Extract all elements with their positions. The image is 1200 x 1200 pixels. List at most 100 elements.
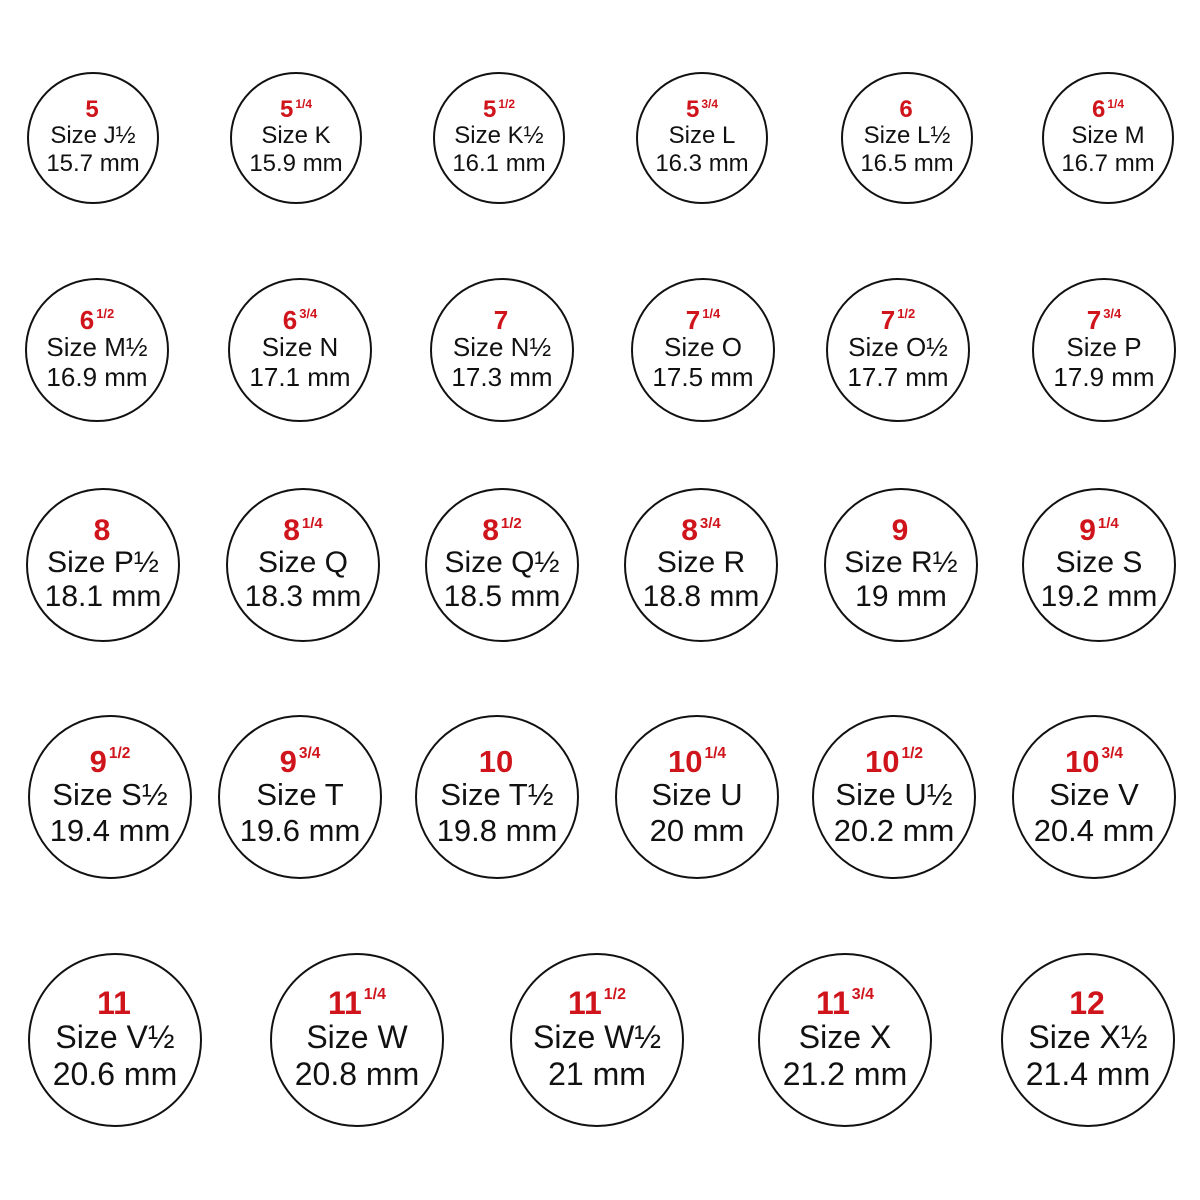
ring-size-circle: 6 1/2 Size M½ 16.9 mm (25, 278, 169, 422)
diameter-mm: 18.5 mm (443, 580, 561, 613)
diameter-mm: 19.2 mm (1040, 580, 1158, 613)
us-size: 5 3/4 (685, 96, 719, 124)
uk-size: Size R½ (844, 545, 958, 579)
uk-size: Size M½ (46, 332, 148, 363)
us-size: 5 (85, 96, 99, 124)
us-size: 8 3/4 (681, 513, 721, 547)
ring-size-circle: 9 1/2 Size S½ 19.4 mm (28, 715, 192, 879)
ring-size-circle: 10 3/4 Size V 20.4 mm (1012, 715, 1176, 879)
diameter-mm: 17.7 mm (847, 362, 949, 392)
us-size-fraction: 1/4 (702, 306, 721, 322)
us-size: 5 1/2 (482, 96, 516, 124)
uk-size: Size S½ (52, 776, 168, 812)
uk-size: Size V (1049, 776, 1139, 812)
ring-size-circle: 10 1/2 Size U½ 20.2 mm (812, 715, 976, 879)
ring-size-circle: 10 1/4 Size U 20 mm (615, 715, 779, 879)
uk-size: Size V½ (55, 1019, 175, 1056)
ring-size-circle: 7 3/4 Size P 17.9 mm (1032, 278, 1176, 422)
diameter-mm: 19.4 mm (49, 812, 171, 848)
ring-size-circle: 8 1/4 Size Q 18.3 mm (226, 488, 380, 642)
ring-size-circle: 7 1/4 Size O 17.5 mm (631, 278, 775, 422)
uk-size: Size X (798, 1019, 892, 1056)
ring-size-circle: 5 1/2 Size K½ 16.1 mm (433, 72, 565, 204)
ring-size-circle: 6 Size L½ 16.5 mm (841, 72, 973, 204)
us-size-fraction: 1/4 (295, 97, 313, 112)
us-size-fraction: 3/4 (851, 986, 875, 1004)
uk-size: Size P½ (47, 545, 159, 579)
us-size: 11 1/2 (567, 985, 627, 1022)
ring-size-circle: 11 Size V½ 20.6 mm (28, 953, 202, 1127)
us-size: 12 (1069, 985, 1105, 1022)
us-size: 9 1/2 (89, 743, 131, 779)
ring-size-circle: 7 1/2 Size O½ 17.7 mm (826, 278, 970, 422)
diameter-mm: 17.3 mm (451, 362, 553, 392)
ring-size-circle: 11 1/4 Size W 20.8 mm (270, 953, 444, 1127)
uk-size: Size U (651, 776, 743, 812)
us-size-fraction: 3/4 (1103, 306, 1122, 322)
us-size-fraction: 1/4 (363, 986, 387, 1004)
ring-size-circle: 11 1/2 Size W½ 21 mm (510, 953, 684, 1127)
uk-size: Size N (261, 332, 339, 363)
uk-size: Size K (261, 122, 331, 150)
us-size-fraction: 3/4 (1101, 744, 1124, 762)
us-size-fraction: 1/4 (704, 744, 727, 762)
us-size: 8 1/4 (283, 513, 323, 547)
ring-size-circle: 5 3/4 Size L 16.3 mm (636, 72, 768, 204)
us-size: 6 1/4 (1091, 96, 1125, 124)
us-size: 11 1/4 (327, 985, 387, 1022)
uk-size: Size M (1071, 122, 1145, 150)
us-size: 11 3/4 (815, 985, 875, 1022)
diameter-mm: 20 mm (649, 812, 745, 848)
us-size: 7 3/4 (1086, 305, 1122, 336)
diameter-mm: 20.6 mm (52, 1056, 178, 1092)
diameter-mm: 19 mm (855, 580, 947, 613)
ring-size-circle: 9 Size R½ 19 mm (824, 488, 978, 642)
diameter-mm: 18.3 mm (244, 580, 362, 613)
uk-size: Size Q½ (444, 545, 560, 579)
diameter-mm: 19.8 mm (436, 812, 558, 848)
us-size-fraction: 1/4 (301, 514, 323, 532)
uk-size: Size S (1055, 545, 1143, 579)
ring-size-circle: 10 Size T½ 19.8 mm (415, 715, 579, 879)
uk-size: Size R (656, 545, 746, 579)
uk-size: Size O½ (848, 332, 948, 363)
ring-size-circle: 5 1/4 Size K 15.9 mm (230, 72, 362, 204)
us-size-fraction: 1/4 (1097, 514, 1119, 532)
us-size: 7 (493, 305, 509, 336)
us-size-fraction: 1/2 (603, 986, 627, 1004)
us-size: 7 1/2 (880, 305, 916, 336)
us-size: 7 1/4 (685, 305, 721, 336)
diameter-mm: 16.7 mm (1061, 150, 1155, 177)
diameter-mm: 18.8 mm (642, 580, 760, 613)
ring-size-circle: 12 Size X½ 21.4 mm (1001, 953, 1175, 1127)
uk-size: Size U½ (835, 776, 953, 812)
us-size: 11 (97, 985, 131, 1022)
uk-size: Size N½ (452, 332, 552, 363)
uk-size: Size W½ (532, 1019, 662, 1056)
us-size-fraction: 3/4 (298, 744, 321, 762)
diameter-mm: 20.4 mm (1033, 812, 1155, 848)
diameter-mm: 15.9 mm (249, 150, 343, 177)
ring-size-circle: 8 1/2 Size Q½ 18.5 mm (425, 488, 579, 642)
us-size-fraction: 1/2 (901, 744, 924, 762)
diameter-mm: 20.2 mm (833, 812, 955, 848)
diameter-mm: 16.9 mm (46, 362, 148, 392)
uk-size: Size Q (257, 545, 349, 579)
diameter-mm: 17.5 mm (652, 362, 754, 392)
ring-size-circle: 6 1/4 Size M 16.7 mm (1042, 72, 1174, 204)
diameter-mm: 17.9 mm (1053, 362, 1155, 392)
us-size-fraction: 1/2 (96, 306, 115, 322)
us-size: 6 1/2 (79, 305, 115, 336)
uk-size: Size O (663, 332, 743, 363)
uk-size: Size T (256, 776, 344, 812)
us-size: 9 3/4 (279, 743, 321, 779)
ring-size-circle: 9 1/4 Size S 19.2 mm (1022, 488, 1176, 642)
us-size-fraction: 1/2 (897, 306, 916, 322)
uk-size: Size J½ (50, 122, 136, 150)
diameter-mm: 19.6 mm (239, 812, 361, 848)
uk-size: Size X½ (1028, 1019, 1148, 1056)
diameter-mm: 16.1 mm (452, 150, 546, 177)
ring-size-circle: 9 3/4 Size T 19.6 mm (218, 715, 382, 879)
us-size-fraction: 1/2 (108, 744, 131, 762)
us-size: 8 (93, 513, 111, 547)
